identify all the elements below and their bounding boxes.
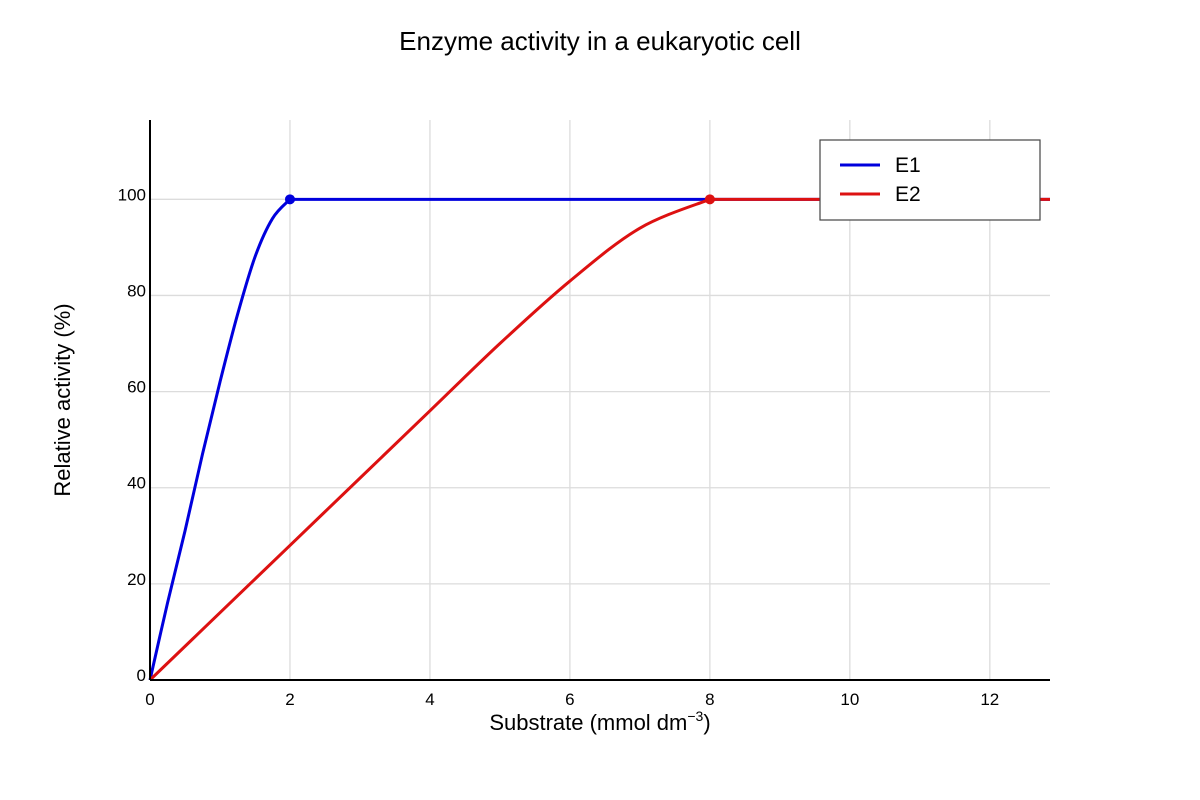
x-tick-label: 0	[145, 690, 154, 709]
y-tick-label: 100	[118, 185, 146, 204]
series-line-e1	[148, 197, 1050, 681]
x-tick-label: 6	[565, 690, 574, 709]
series-line-e2	[148, 197, 1050, 682]
y-tick-label: 80	[127, 281, 146, 300]
data-point-e1	[284, 194, 295, 205]
legend: E1 E2	[819, 139, 1041, 221]
series-layer	[148, 194, 1050, 682]
x-tick-label: 12	[980, 690, 999, 709]
y-tick-label: 40	[127, 474, 146, 493]
x-tick-label: 2	[285, 690, 294, 709]
x-tick-label: 8	[705, 690, 714, 709]
x-axis-label-end: )	[703, 710, 710, 735]
data-point-e2	[704, 194, 715, 205]
x-axis-label: Substrate (mmol dm−3)	[489, 708, 710, 735]
y-tick-label: 60	[127, 378, 146, 397]
y-axis-label: Relative activity (%)	[50, 303, 75, 496]
legend-label-e2: E2	[895, 183, 921, 206]
y-tick-label: 20	[127, 570, 146, 589]
legend-box	[819, 139, 1041, 221]
legend-label-e1: E1	[895, 154, 921, 177]
chart-title: Enzyme activity in a eukaryotic cell	[399, 26, 801, 56]
x-tick-label: 10	[840, 690, 859, 709]
y-tick-label: 0	[137, 666, 146, 685]
x-tick-label: 4	[425, 690, 434, 709]
tick-labels: 0 2 4 6 8 10 12 0 20 40 60 80 100	[118, 185, 1000, 709]
x-axis-label-sup: −3	[687, 708, 703, 724]
